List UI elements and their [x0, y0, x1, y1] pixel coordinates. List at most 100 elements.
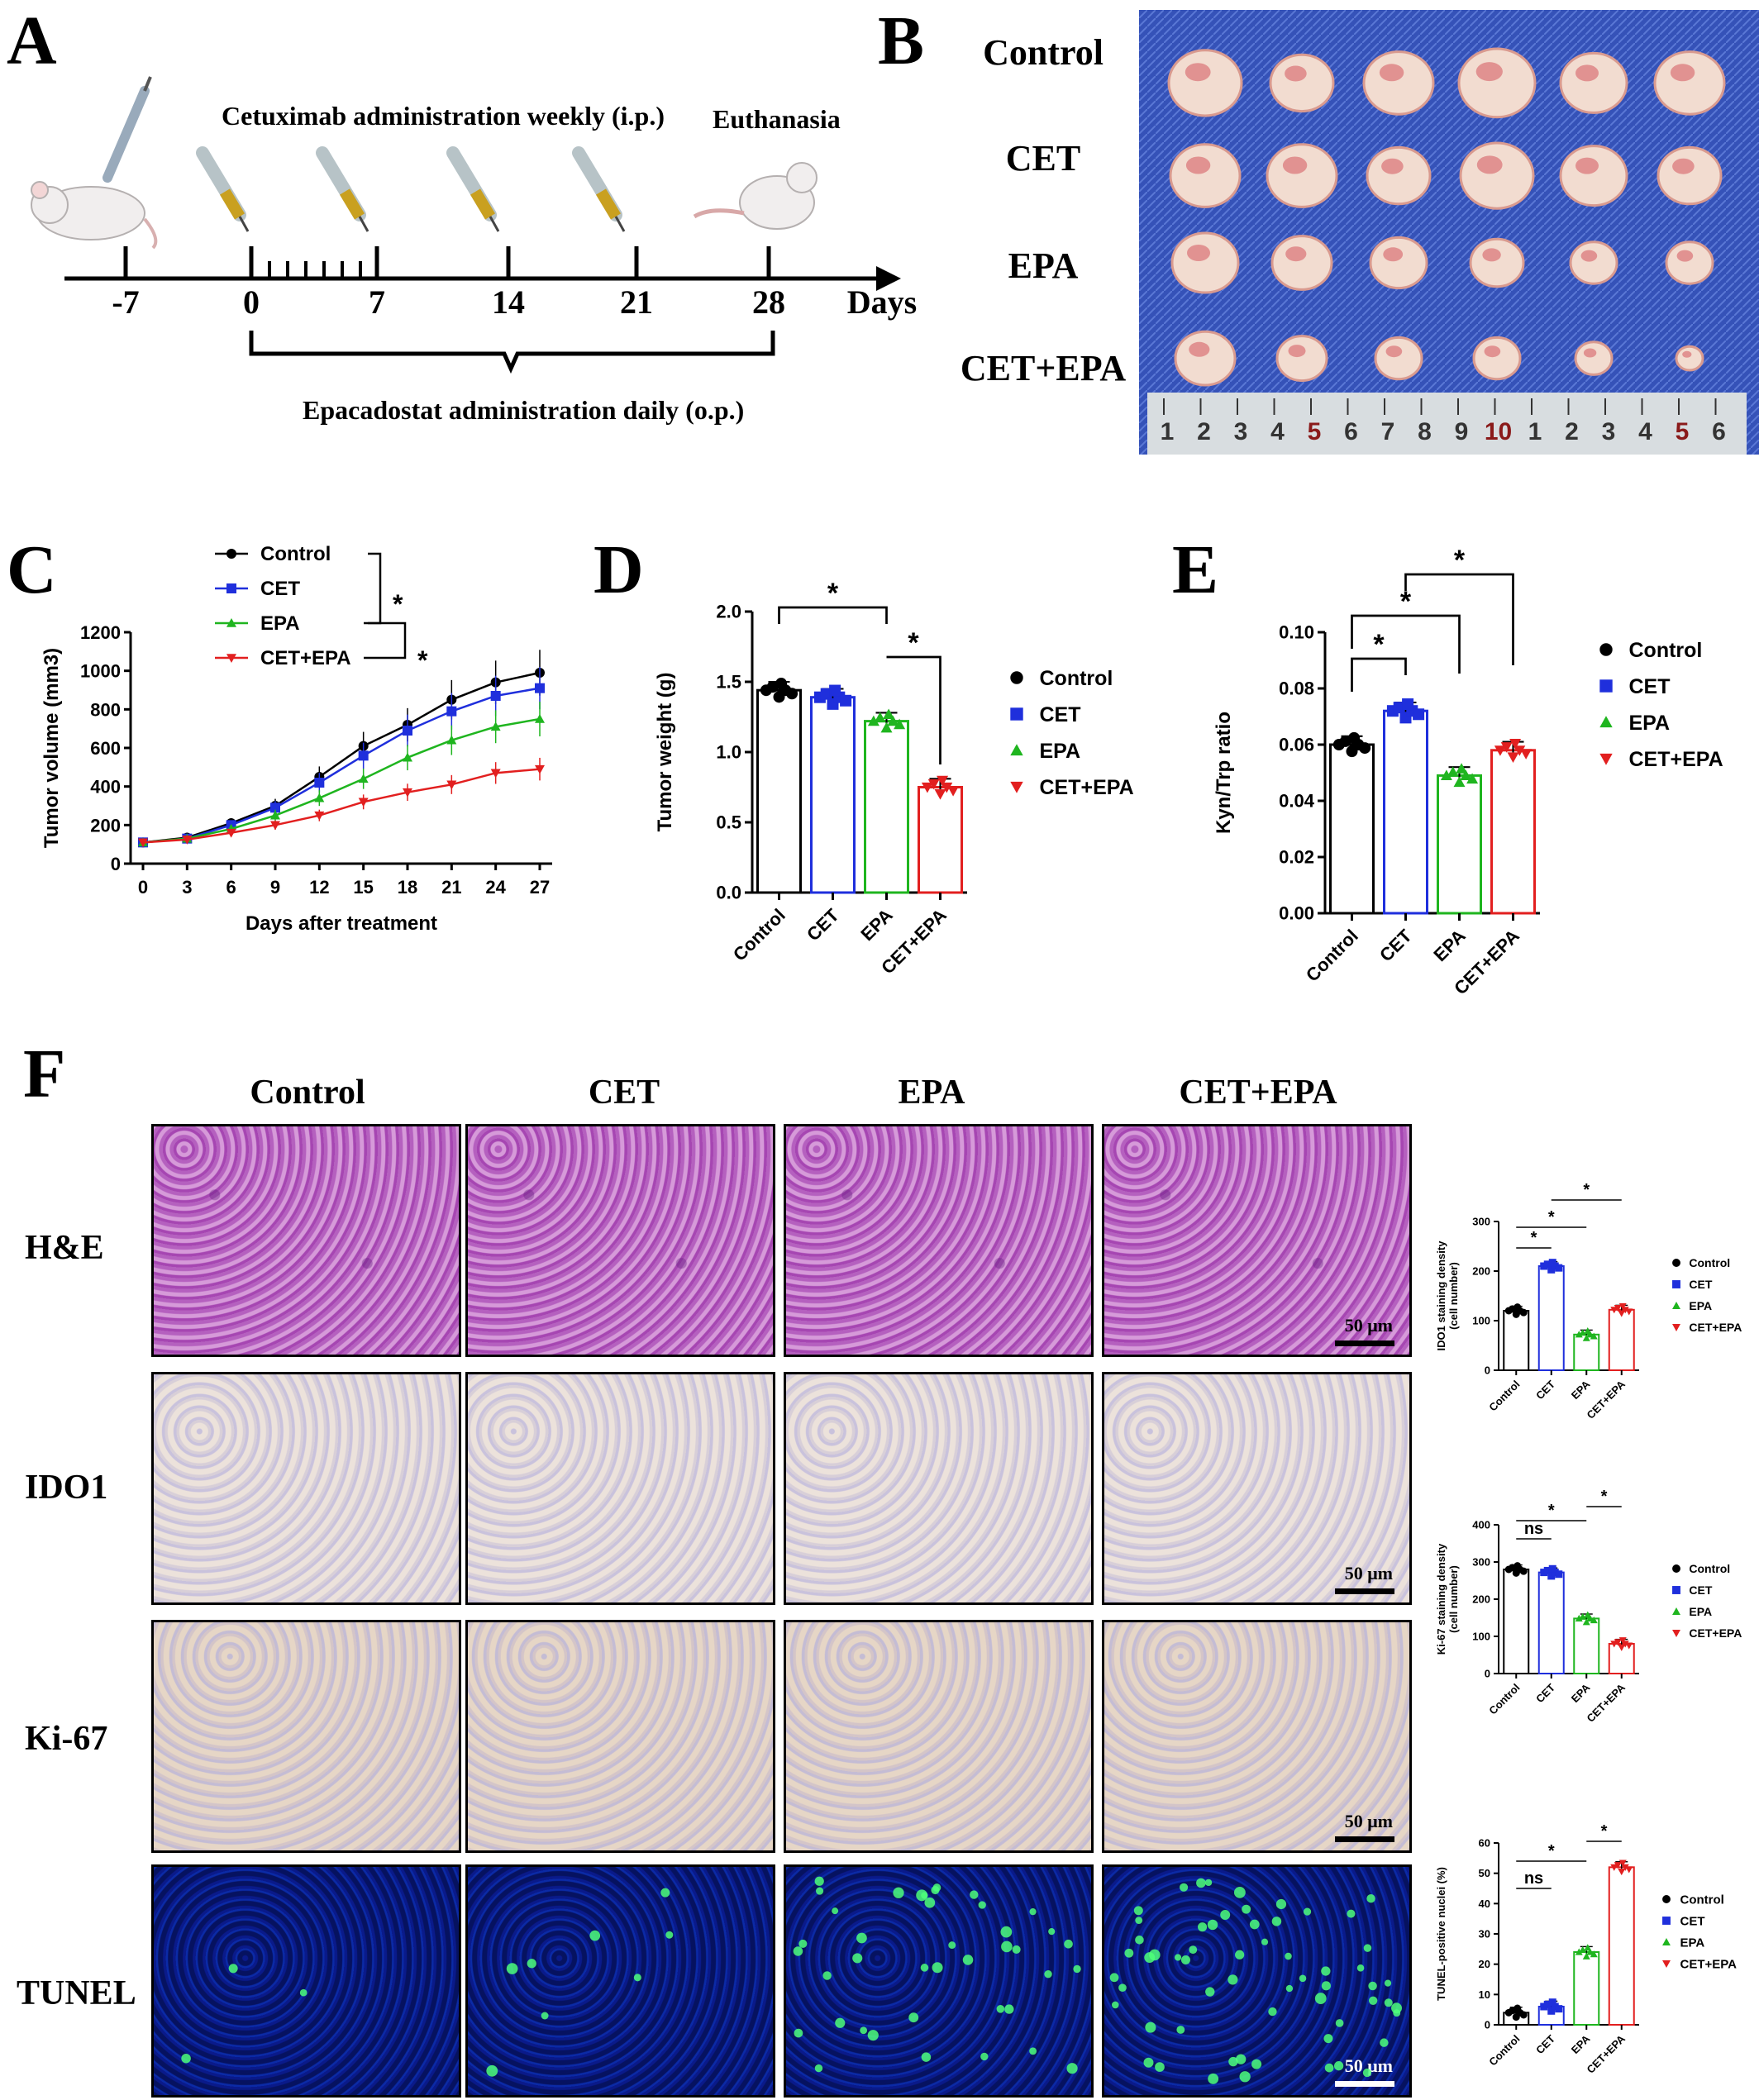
legend-marker	[1010, 744, 1023, 756]
panel-label-e: E	[1172, 531, 1219, 608]
legend-marker	[1662, 1917, 1671, 1925]
tumor-blood-spot	[1676, 250, 1694, 262]
tumor-blood-spot	[1580, 250, 1598, 262]
data-point	[1625, 1308, 1633, 1316]
data-point	[446, 706, 457, 717]
tunel-positive-nucleus	[1205, 1987, 1215, 1997]
ruler-number: 5	[1308, 418, 1322, 445]
tunel-positive-nucleus	[1004, 2004, 1014, 2014]
data-point	[1582, 1618, 1590, 1626]
data-point	[1575, 1614, 1583, 1621]
data-point	[314, 778, 325, 788]
tumor-sample	[1559, 145, 1628, 207]
row-header: IDO1	[25, 1469, 108, 1507]
tunel-positive-nucleus	[1220, 1910, 1231, 1920]
legend-label: CET	[260, 578, 300, 600]
tunel-positive-nucleus	[527, 1959, 536, 1969]
significance-marker: *	[908, 627, 919, 659]
tunel-positive-nucleus	[1393, 2009, 1401, 2017]
tumor-blood-spot	[1185, 156, 1211, 174]
syringe-icon	[316, 146, 369, 232]
tunel-positive-nucleus	[1029, 1908, 1037, 1916]
tunel-positive-nucleus	[1133, 1906, 1143, 1916]
x-tick-label: 27	[530, 877, 550, 898]
legend-marker	[1599, 679, 1613, 693]
tumor-sample	[1275, 335, 1328, 383]
x-tick-label: 24	[485, 877, 506, 898]
legend-label: EPA	[260, 612, 300, 635]
tunel-positive-nucleus	[1149, 1949, 1161, 1961]
tunel-positive-nucleus	[1314, 1993, 1327, 2004]
tumor-blood-spot	[1282, 156, 1308, 174]
data-point	[867, 715, 880, 726]
tunel-positive-nucleus	[978, 1901, 986, 1909]
x-tick-label: 15	[353, 877, 373, 898]
tumor-sample	[1269, 53, 1335, 113]
legend-label: CET	[1680, 1914, 1705, 1928]
tunel-positive-nucleus	[1124, 1948, 1134, 1958]
data-point	[1359, 742, 1371, 755]
tunel-positive-nucleus	[908, 2012, 919, 2023]
y-tick-label: 0.00	[1279, 903, 1314, 924]
tunel-positive-nucleus	[794, 2028, 803, 2038]
data-point	[1621, 1864, 1629, 1871]
data-point	[1514, 1303, 1522, 1312]
data-point	[941, 782, 953, 793]
data-point	[1590, 1617, 1598, 1624]
legend-marker	[1010, 671, 1023, 684]
tunel-positive-nucleus	[924, 1897, 936, 1908]
data-point	[1610, 1640, 1618, 1648]
data-point	[1618, 1644, 1626, 1651]
tumor-sample	[1559, 51, 1628, 114]
tunel-positive-nucleus	[856, 1932, 867, 1944]
data-point	[226, 828, 236, 838]
tunel-positive-nucleus	[1380, 2038, 1389, 2047]
tumor-sample	[1665, 240, 1714, 285]
tunel-positive-nucleus	[1347, 1909, 1356, 1918]
tumor-blood-spot	[1575, 157, 1599, 174]
tunel-positive-nucleus	[1333, 2061, 1344, 2071]
tick-label: 7	[369, 283, 385, 321]
data-point	[1514, 2004, 1522, 2012]
tick-label: 14	[492, 283, 525, 321]
ruler-number: 2	[1197, 418, 1211, 445]
data-point	[1625, 1642, 1633, 1650]
micrograph-ido1-epa	[784, 1372, 1094, 1605]
legend-label: CET+EPA	[1680, 1957, 1738, 1971]
legend-marker	[226, 583, 236, 593]
ruler: 1 2 3 4 5 6 7 8 9 10 1 2 3 4 5 6	[1161, 398, 1726, 445]
tumor-sample	[1472, 336, 1522, 381]
tunel-positive-nucleus	[1239, 2071, 1251, 2083]
ruler-number: 10	[1485, 418, 1512, 445]
data-point	[446, 735, 457, 745]
data-point	[1575, 1948, 1583, 1955]
data-point	[446, 780, 457, 790]
data-point	[358, 798, 369, 807]
data-point	[1460, 769, 1472, 780]
tumor-sample	[1174, 330, 1237, 387]
tumor-sample	[1169, 143, 1242, 208]
y-tick-label: 100	[1472, 1315, 1490, 1327]
syringe-icon	[572, 146, 626, 232]
bar	[1503, 1310, 1530, 1371]
tunel-positive-nucleus	[1176, 2026, 1185, 2034]
y-tick-label: 200	[1472, 1593, 1490, 1606]
syringe-icon	[196, 146, 250, 232]
x-tick-label: 6	[226, 877, 236, 898]
y-tick-label: 1200	[80, 622, 121, 643]
y-tick-label: 0.06	[1279, 735, 1314, 755]
significance-marker: *	[1531, 1229, 1537, 1247]
legend-marker	[1672, 1302, 1680, 1309]
tunel-positive-nucleus	[1111, 2001, 1119, 2009]
micrograph-ido1-cet	[465, 1372, 775, 1605]
data-point	[1618, 1302, 1627, 1310]
legend-marker	[1662, 1960, 1671, 1968]
legend-label: Control	[260, 543, 331, 565]
legend-label: Control	[1040, 667, 1113, 690]
y-tick-label: 300	[1472, 1216, 1490, 1228]
photo-row-label: EPA	[1008, 245, 1079, 286]
micrograph-he-cet	[465, 1124, 775, 1357]
data-point	[1582, 1334, 1590, 1341]
